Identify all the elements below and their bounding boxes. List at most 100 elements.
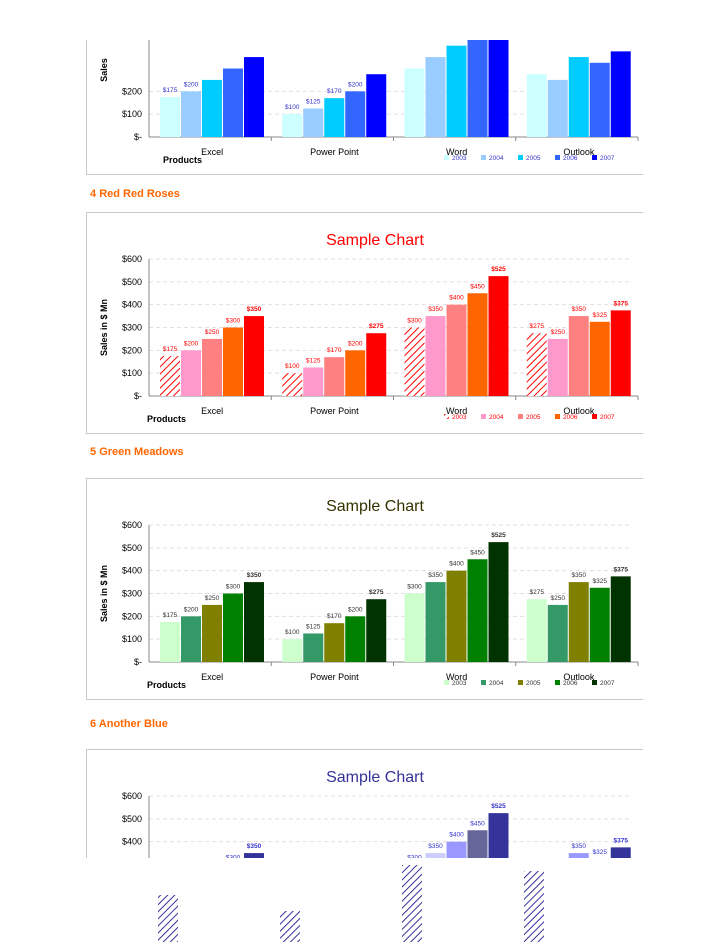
chart-svg-blue: $200 $100 $- $175 $200 Excel $100 $125 $170 $200 P… [99, 40, 639, 165]
data-label: $350 [428, 843, 443, 850]
bar-word-2005 [446, 304, 467, 396]
bar-outlook-2005 [568, 57, 589, 137]
data-label: $400 [449, 295, 464, 302]
bar-outlook-2007 [610, 310, 631, 396]
y-tick-label: $- [134, 657, 142, 667]
legend-label: 2006 [563, 680, 578, 687]
bar-excel-2005 [202, 604, 222, 662]
bar-excel-2006 [223, 593, 243, 662]
bar-word-2007 [488, 276, 509, 396]
legend-label: 2007 [600, 680, 615, 687]
bar-outlook-2004 [547, 604, 568, 662]
bar-word-2005 [446, 45, 467, 137]
data-label: $375 [614, 300, 629, 307]
bar-excel-2007 [244, 853, 264, 858]
data-label: $300 [226, 318, 241, 325]
x-category-label: Word [446, 672, 467, 682]
data-label: $100 [285, 629, 300, 636]
x-axis-title: Products [163, 155, 202, 165]
data-label: $350 [247, 306, 262, 313]
data-label: $300 [407, 318, 422, 325]
legend-swatch [518, 155, 523, 160]
data-label: $125 [306, 357, 321, 364]
legend-swatch [481, 414, 486, 419]
legend-label: 2007 [600, 414, 615, 421]
data-label: $375 [614, 566, 629, 573]
chart-panel-red: Sample Chart $600 $500 $400 $300 $200 $100 $- $1… [86, 212, 643, 434]
data-label: $175 [163, 346, 178, 353]
bar-word-2004 [425, 853, 446, 858]
legend-label: 2004 [489, 155, 504, 162]
legend: 2003 2004 2005 2006 2007 [444, 680, 615, 687]
y-tick-label: $100 [122, 634, 142, 644]
bar-power-point-2006 [345, 616, 366, 662]
bar-word-2007 [488, 542, 509, 662]
y-tick-label: $- [134, 391, 142, 401]
data-label: $170 [327, 613, 342, 620]
bar-outlook-2005 [568, 316, 589, 396]
y-tick-label: $- [134, 132, 142, 142]
bar-excel-2004 [181, 91, 201, 137]
bar-word-2003 [404, 327, 425, 396]
bar-word-2005 [446, 570, 467, 662]
bar-word-2007 [488, 40, 509, 137]
y-tick-label: $500 [122, 277, 142, 287]
bar-excel-2003 [160, 97, 180, 137]
bar-power-point-2007 [366, 599, 387, 662]
bar-excel-2007 [244, 582, 264, 662]
legend-swatch [481, 680, 486, 685]
legend-label: 2005 [526, 680, 541, 687]
y-tick-label: $500 [122, 543, 142, 553]
y-tick-label: $600 [122, 254, 142, 264]
legend: 2003 2004 2005 2006 2007 [444, 155, 615, 162]
data-label: $250 [551, 329, 566, 336]
legend-label: 2006 [563, 414, 578, 421]
bar-excel-2003 [160, 622, 180, 662]
bar-outlook-2003 [526, 333, 547, 396]
data-label: $375 [614, 837, 629, 844]
data-label: $125 [306, 98, 321, 105]
data-label: $325 [593, 849, 608, 856]
bar-excel-2006 [223, 327, 243, 396]
bar-excel-2004 [181, 616, 201, 662]
chart-title: Sample Chart [326, 232, 424, 249]
bar-outlook-2006 [589, 321, 610, 396]
bar-outlook-2004 [547, 79, 568, 137]
bar-power-point-2005 [324, 623, 345, 662]
legend-label: 2005 [526, 155, 541, 162]
bar-word-2003 [404, 68, 425, 137]
data-label: $200 [184, 606, 199, 613]
data-label: $450 [470, 283, 485, 290]
bar-power-point-2006 [345, 350, 366, 396]
x-axis-title: Products [147, 680, 186, 690]
bar-power-point-2005 [324, 98, 345, 137]
bar-outlook-2005 [568, 582, 589, 662]
data-label: $175 [163, 612, 178, 619]
bar-power-point-2003 [282, 639, 303, 662]
chart-title: Sample Chart [326, 769, 424, 786]
bar-excel-2004 [181, 350, 201, 396]
bar-power-point-2004 [303, 108, 324, 137]
legend-label: 2007 [600, 155, 615, 162]
bar-word-2006 [467, 293, 488, 396]
data-label: $350 [247, 843, 262, 850]
legend-label: 2004 [489, 680, 504, 687]
data-label: $100 [285, 363, 300, 370]
chart-panel-green: Sample Chart $600 $500 $400 $300 $200 $100 $- $1… [86, 478, 643, 700]
bar-word-2006 [467, 830, 488, 858]
data-label: $450 [470, 549, 485, 556]
data-label: $100 [285, 104, 300, 111]
bar-power-point-2003 [282, 373, 303, 396]
x-category-label: Outlook [563, 406, 595, 416]
data-label: $325 [593, 312, 608, 319]
data-label: $525 [491, 532, 506, 539]
bar-word-2006 [467, 559, 488, 662]
chart-svg-green: Sample Chart $600 $500 $400 $300 $200 $100 $- $1… [99, 498, 639, 690]
legend-swatch [592, 414, 597, 419]
legend-swatch [555, 155, 560, 160]
data-label: $400 [449, 561, 464, 568]
y-tick-label: $100 [122, 368, 142, 378]
bar-word-2004 [425, 316, 446, 396]
bar-outlook-2007 [610, 847, 631, 858]
bar-outlook-2006 [589, 587, 610, 662]
